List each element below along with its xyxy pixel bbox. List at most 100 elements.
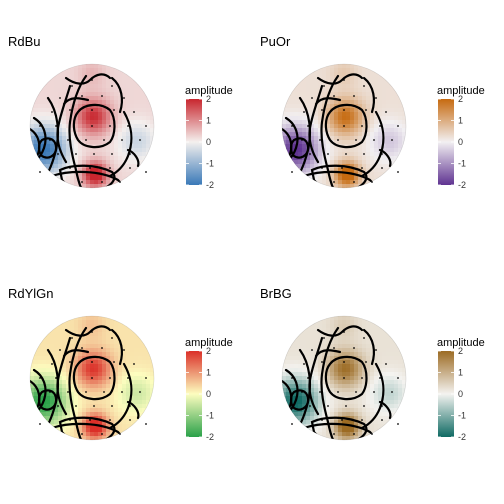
electrode	[301, 139, 303, 141]
electrode	[145, 125, 147, 127]
colorbar-tick-label: 1	[206, 116, 211, 126]
electrode	[323, 337, 325, 339]
electrodes	[39, 331, 147, 435]
colorbar-tick-label: 2	[206, 94, 211, 104]
electrode	[103, 391, 105, 393]
electrode	[101, 181, 103, 183]
electrode	[363, 405, 365, 407]
electrode	[121, 139, 123, 141]
electrode	[309, 153, 311, 155]
electrode	[371, 181, 373, 183]
electrode	[373, 391, 375, 393]
contour-line	[72, 355, 116, 401]
colorbar-tick-label: 1	[206, 368, 211, 378]
contour-line	[360, 110, 385, 178]
electrode	[391, 139, 393, 141]
electrode	[353, 95, 355, 97]
electrode	[145, 171, 147, 173]
contour-line	[378, 400, 392, 420]
panel-rdbu: RdBu amplitude 2 1 0 -1 -2	[0, 0, 252, 252]
colorbar	[438, 99, 454, 185]
electrode	[51, 111, 53, 113]
electrode	[89, 167, 91, 169]
electrode	[309, 405, 311, 407]
electrode	[93, 153, 95, 155]
head-outline	[281, 63, 407, 189]
electrode	[303, 363, 305, 365]
panel-brbg: BrBG amplitude 2 1 0 -1 -2	[252, 252, 504, 504]
electrode	[71, 85, 73, 87]
colorbar-tick-label: 0	[206, 137, 211, 147]
electrode	[123, 349, 125, 351]
contour-line	[360, 362, 385, 430]
electrode	[91, 109, 93, 111]
electrode	[397, 377, 399, 379]
electrode	[397, 125, 399, 127]
electrode	[321, 167, 323, 169]
colorbar-tick-label: 0	[206, 389, 211, 399]
colorbar-tick-label: 2	[458, 346, 463, 356]
colorbar-tick-label: 0	[458, 137, 463, 147]
electrode	[301, 391, 303, 393]
electrode	[109, 377, 111, 379]
panel-puor: PuOr amplitude 2 1 0 -1 -2	[252, 0, 504, 252]
electrode	[397, 423, 399, 425]
electrode	[381, 153, 383, 155]
contour-line	[64, 325, 112, 337]
electrode	[69, 167, 71, 169]
electrode	[127, 125, 129, 127]
electrode	[343, 109, 345, 111]
contour-line	[50, 422, 122, 440]
electrode	[39, 125, 41, 127]
electrode	[111, 85, 113, 87]
electrodes	[39, 79, 147, 183]
electrode	[291, 171, 293, 173]
electrode	[71, 337, 73, 339]
electrode	[379, 125, 381, 127]
electrode	[379, 377, 381, 379]
colorbar-tick-label: -1	[206, 411, 214, 421]
electrode	[343, 377, 345, 379]
electrode	[323, 85, 325, 87]
electrode	[343, 125, 345, 127]
panel-title: RdBu	[8, 34, 41, 49]
electrode	[333, 433, 335, 435]
head-outline	[29, 63, 155, 189]
legend-title: amplitude	[185, 85, 233, 97]
contour-lines	[282, 325, 392, 440]
electrode	[75, 153, 77, 155]
electrode	[385, 111, 387, 113]
electrode	[391, 391, 393, 393]
electrode	[129, 405, 131, 407]
electrode	[311, 97, 313, 99]
electrode	[91, 377, 93, 379]
contour-line	[302, 422, 374, 440]
contour-line	[62, 349, 90, 358]
contour-lines	[30, 73, 140, 188]
electrode	[145, 423, 147, 425]
contour-line	[110, 328, 123, 366]
contour-line	[324, 355, 368, 401]
contour-line	[316, 325, 364, 337]
colorbar-tick-label: -1	[206, 159, 214, 169]
legend-title: amplitude	[437, 85, 485, 97]
electrode	[69, 361, 71, 363]
contour-line	[108, 362, 133, 430]
electrode	[119, 433, 121, 435]
electrode	[385, 363, 387, 365]
contour-line	[314, 349, 342, 358]
colorbar-tick-label: -1	[458, 159, 466, 169]
head-outline	[29, 315, 155, 441]
electrode	[361, 167, 363, 169]
electrode	[127, 377, 129, 379]
electrode	[139, 391, 141, 393]
contour-line	[316, 73, 364, 85]
electrode	[93, 405, 95, 407]
legend-title: amplitude	[437, 337, 485, 349]
electrode	[333, 181, 335, 183]
electrode	[327, 153, 329, 155]
